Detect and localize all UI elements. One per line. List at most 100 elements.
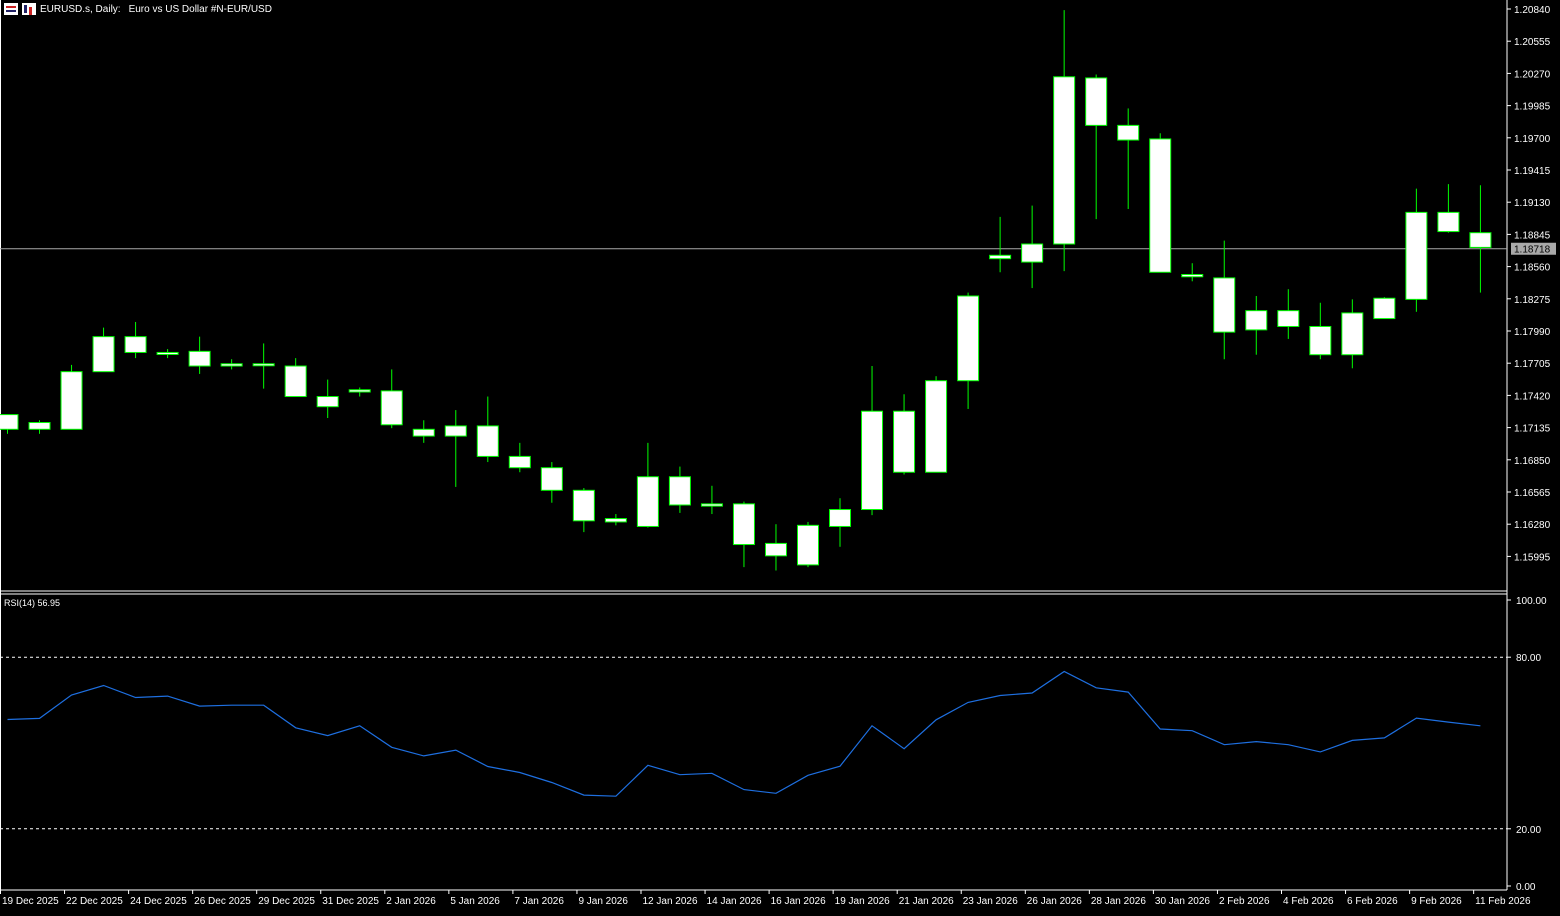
- candle-body: [1245, 310, 1268, 331]
- candle[interactable]: [572, 488, 595, 533]
- candle[interactable]: [60, 364, 83, 430]
- time-tick-label: 31 Dec 2025: [322, 896, 379, 907]
- candle[interactable]: [252, 343, 275, 389]
- candle[interactable]: [829, 498, 852, 547]
- price-tick-label: 1.16280: [1514, 520, 1551, 531]
- candle[interactable]: [1437, 184, 1460, 233]
- price-tick-label: 1.18845: [1514, 230, 1551, 241]
- candle[interactable]: [636, 442, 659, 528]
- candle-body: [28, 422, 51, 430]
- time-tick-label: 14 Jan 2026: [707, 896, 762, 907]
- candle-body: [316, 396, 339, 408]
- candle[interactable]: [1245, 295, 1268, 355]
- candle[interactable]: [444, 410, 467, 487]
- candle-body: [412, 428, 435, 437]
- rsi-tick-label: 0.00: [1516, 882, 1536, 893]
- candle[interactable]: [508, 442, 531, 473]
- candle[interactable]: [1021, 205, 1044, 289]
- candle-body: [476, 425, 499, 457]
- candle[interactable]: [476, 396, 499, 463]
- candle-body: [1341, 312, 1364, 356]
- candle[interactable]: [604, 514, 627, 526]
- time-tick-label: 7 Jan 2026: [514, 896, 564, 907]
- time-tick-label: 2 Feb 2026: [1219, 896, 1270, 907]
- candle[interactable]: [1213, 240, 1236, 360]
- candle[interactable]: [1309, 302, 1332, 360]
- rsi-tick-label: 20.00: [1516, 825, 1541, 836]
- candle-body: [572, 489, 595, 522]
- candle[interactable]: [732, 501, 755, 568]
- candle[interactable]: [156, 349, 179, 359]
- candle-body: [764, 542, 787, 557]
- candle[interactable]: [925, 376, 948, 473]
- candle[interactable]: [1405, 188, 1428, 312]
- current-price-badge-bg: [1511, 242, 1556, 255]
- candle[interactable]: [764, 524, 787, 571]
- price-tick-label: 1.20555: [1514, 37, 1551, 48]
- candle[interactable]: [1341, 299, 1364, 369]
- price-tick-label: 1.18275: [1514, 295, 1551, 306]
- candle-body: [220, 363, 243, 367]
- time-tick-label: 11 Feb 2026: [1475, 896, 1531, 907]
- candle-body: [188, 350, 211, 367]
- candle-body: [124, 336, 147, 353]
- candle[interactable]: [700, 485, 723, 515]
- candle[interactable]: [1085, 74, 1108, 220]
- price-tick-label: 1.19130: [1514, 198, 1551, 209]
- candle-body: [861, 410, 884, 511]
- candle-body: [1405, 211, 1428, 300]
- candle-body: [604, 518, 627, 523]
- candle-body: [60, 371, 83, 430]
- candle[interactable]: [220, 359, 243, 370]
- candle-body: [732, 503, 755, 546]
- candle[interactable]: [668, 466, 691, 513]
- bar-chart-icon[interactable]: [22, 3, 36, 15]
- candle[interactable]: [1117, 108, 1140, 209]
- candle[interactable]: [348, 387, 371, 397]
- candle-body: [284, 365, 307, 398]
- candle[interactable]: [188, 336, 211, 374]
- time-tick-label: 26 Jan 2026: [1027, 896, 1082, 907]
- candle[interactable]: [861, 366, 884, 516]
- candle-body: [348, 389, 371, 393]
- candle-body: [1213, 277, 1236, 333]
- candle[interactable]: [1373, 297, 1396, 320]
- candle[interactable]: [28, 420, 51, 434]
- candle[interactable]: [1277, 289, 1300, 339]
- candle[interactable]: [1181, 263, 1204, 282]
- candle-body: [156, 351, 179, 355]
- candle[interactable]: [92, 327, 115, 373]
- candle[interactable]: [316, 379, 339, 418]
- candle[interactable]: [1469, 185, 1492, 293]
- candle-body: [957, 295, 980, 382]
- candle[interactable]: [412, 420, 435, 443]
- time-tick-label: 22 Dec 2025: [66, 896, 123, 907]
- candle-body: [1437, 211, 1460, 233]
- grid-icon[interactable]: [4, 3, 18, 15]
- candle-body: [1277, 310, 1300, 327]
- candle-body: [1373, 297, 1396, 320]
- time-tick-label: 21 Jan 2026: [899, 896, 954, 907]
- candle[interactable]: [796, 521, 819, 568]
- candle-body: [796, 524, 819, 566]
- candle[interactable]: [1149, 133, 1172, 273]
- candle[interactable]: [124, 321, 147, 359]
- time-tick-label: 2 Jan 2026: [386, 896, 436, 907]
- price-tick-label: 1.17420: [1514, 391, 1551, 402]
- candle-body: [1181, 274, 1204, 278]
- time-tick-label: 5 Jan 2026: [450, 896, 500, 907]
- candle-body: [1053, 76, 1076, 245]
- candle[interactable]: [540, 462, 563, 503]
- candle[interactable]: [1053, 10, 1076, 272]
- candle[interactable]: [380, 369, 403, 429]
- time-tick-label: 23 Jan 2026: [963, 896, 1018, 907]
- candle[interactable]: [0, 414, 19, 434]
- candle-body: [1149, 138, 1172, 273]
- symbol-label: EURUSD.s, Daily:: [40, 3, 121, 15]
- candle[interactable]: [893, 394, 916, 475]
- candle[interactable]: [957, 292, 980, 409]
- candle[interactable]: [284, 358, 307, 398]
- candle[interactable]: [989, 216, 1012, 273]
